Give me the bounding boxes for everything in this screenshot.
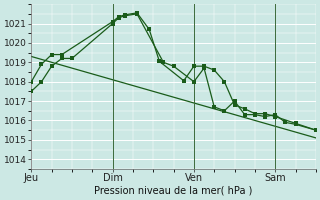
X-axis label: Pression niveau de la mer( hPa ): Pression niveau de la mer( hPa ) (94, 186, 253, 196)
